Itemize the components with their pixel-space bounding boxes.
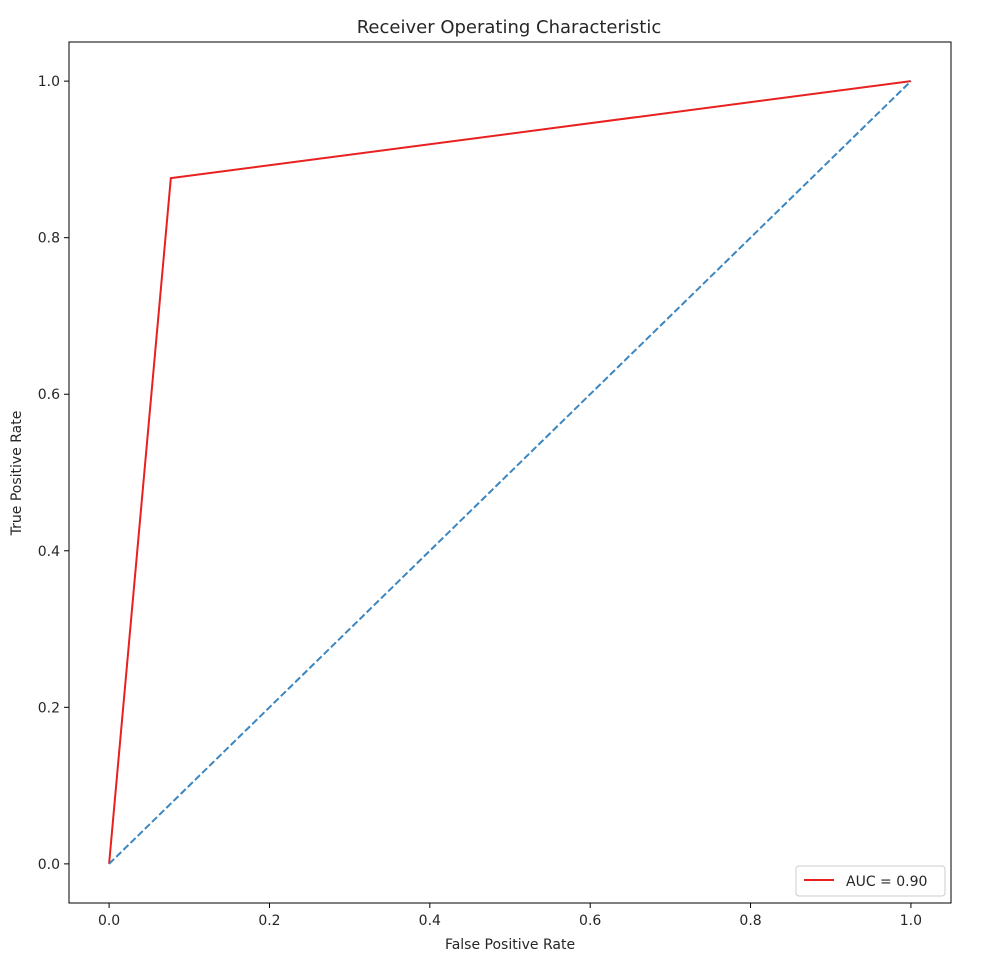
x-tick-label: 0.8 <box>739 913 761 929</box>
y-tick-label: 0.8 <box>38 231 60 247</box>
x-tick-label: 0.2 <box>258 913 280 929</box>
x-tick-label: 1.0 <box>900 913 922 929</box>
y-tick-label: 0.0 <box>38 857 60 873</box>
chart-title: Receiver Operating Characteristic <box>357 17 662 38</box>
x-axis-label: False Positive Rate <box>445 937 575 953</box>
y-tick-label: 0.4 <box>38 544 60 560</box>
legend: AUC = 0.90 <box>795 865 946 897</box>
legend-label-auc: AUC = 0.90 <box>846 874 927 890</box>
roc-curve-line <box>108 80 912 864</box>
x-tick-label: 0.4 <box>419 913 441 929</box>
y-axis-label: True Positive Rate <box>9 411 25 537</box>
y-tick-label: 0.2 <box>38 700 60 716</box>
x-tick-label: 0.0 <box>98 913 120 929</box>
y-axis: 0.0 0.2 0.4 0.6 0.8 1.0 <box>38 74 69 873</box>
x-axis: 0.0 0.2 0.4 0.6 0.8 1.0 <box>98 903 922 929</box>
legend-box <box>795 865 946 897</box>
y-tick-label: 1.0 <box>38 74 60 90</box>
axes-frame <box>68 41 952 904</box>
x-tick-label: 0.6 <box>579 913 601 929</box>
y-tick-label: 0.6 <box>38 387 60 403</box>
plot-area <box>108 80 912 865</box>
chance-diagonal-line <box>108 80 912 865</box>
